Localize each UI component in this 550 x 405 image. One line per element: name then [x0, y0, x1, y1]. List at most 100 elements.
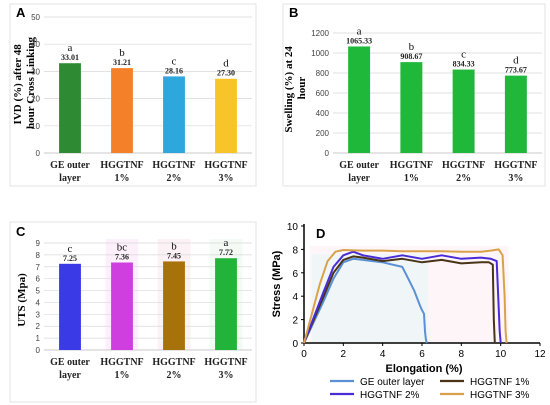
category-label: 2% — [167, 370, 182, 381]
panel-a-bar-chart: A IVD (%) after 48 hour Cross Linking 0 1… — [9, 3, 257, 187]
x-tick-label: 2 — [341, 349, 347, 360]
bar-value-label: 773.67 — [505, 66, 527, 75]
category-label: HGGTNF — [442, 160, 485, 171]
significance-letter: c — [172, 55, 177, 67]
category-label: HGGTNF — [390, 160, 433, 171]
category-label: layer — [348, 173, 370, 184]
y-tick-label: 9 — [36, 239, 41, 248]
panel-c-ylabel: UTS (Mpa) — [16, 273, 28, 327]
category-label: 1% — [115, 173, 130, 184]
panel-b-category-labels: GE outer layer HGGTNF 1% HGGTNF 2% HGGTNF 3% — [339, 160, 537, 184]
bar-value-label: 7.25 — [63, 254, 77, 263]
panel-a-bars: 33.01a 31.21b 28.16c 27.30d — [59, 42, 237, 153]
y-tick-label: 8 — [292, 245, 298, 256]
category-label: HGGTNF — [204, 160, 247, 171]
category-label: HGGTNF — [100, 160, 143, 171]
y-tick-label: 600 — [316, 89, 330, 98]
panel-b-bar-chart: B Swelling (%) at 24 hour 0 200 400 600 800 1… — [282, 3, 546, 187]
region-highlight — [311, 254, 428, 343]
category-label: 3% — [219, 173, 234, 184]
significance-letter: a — [224, 237, 229, 249]
y-tick-label: 8 — [36, 251, 41, 260]
category-label: HGGTNF — [152, 357, 195, 368]
legend-label: HGGTNF 2% — [360, 390, 420, 401]
panel-d-legend: GE outer layer HGGTNF 1% HGGTNF 2% HGGTNF 3… — [330, 377, 530, 401]
bar — [504, 75, 527, 153]
bar — [215, 258, 237, 350]
bar-value-label: 7.36 — [115, 252, 129, 261]
panel-d-letter: D — [316, 226, 325, 241]
y-tick-label: 10 — [287, 222, 299, 233]
significance-letter: a — [357, 25, 362, 37]
bar-value-label: 908.67 — [400, 52, 422, 61]
series-line — [303, 250, 502, 344]
bar-value-label: 28.16 — [165, 66, 183, 75]
y-tick-label: 4 — [292, 292, 298, 303]
y-tick-label: 6 — [36, 275, 41, 284]
panel-c-letter: C — [16, 224, 26, 239]
category-label: GE outer — [339, 160, 379, 171]
bar-value-label: 31.21 — [113, 58, 131, 67]
panel-a-letter: A — [16, 5, 26, 20]
bar — [215, 78, 237, 153]
x-tick-label: 8 — [459, 349, 465, 360]
category-label: 1% — [404, 173, 419, 184]
y-tick-label: 7 — [36, 263, 41, 272]
y-tick-label: 0 — [292, 339, 298, 350]
significance-letter: b — [409, 41, 415, 53]
category-label: layer — [59, 370, 81, 381]
bar — [163, 76, 185, 153]
bar-value-label: 7.45 — [167, 251, 181, 260]
significance-letter: a — [68, 42, 73, 54]
category-label: 1% — [115, 370, 130, 381]
significance-letter: b — [119, 47, 125, 59]
significance-letter: d — [223, 58, 229, 70]
y-tick-label: 3 — [36, 310, 41, 319]
bar — [163, 261, 185, 350]
panel-d-ylabel: Stress (MPa) — [271, 250, 283, 317]
category-label: GE outer — [50, 357, 90, 368]
significance-letter: bc — [117, 241, 128, 253]
panel-d-axes: 0 2 4 6 8 10 0 2 4 6 8 10 12 — [287, 222, 546, 360]
y-tick-label: 0 — [36, 346, 41, 355]
series-line — [303, 255, 496, 344]
y-tick-label: 2 — [36, 322, 41, 331]
bar-value-label: 834.33 — [453, 60, 475, 69]
category-label: 2% — [167, 173, 182, 184]
category-label: HGGTNF — [152, 160, 195, 171]
category-label: HGGTNF — [204, 357, 247, 368]
bar-value-label: 33.01 — [61, 53, 79, 62]
category-label: 3% — [219, 370, 234, 381]
panel-b-bars: 1065.33a 908.67b 834.33c 773.67d — [346, 25, 527, 154]
y-tick-label: 800 — [316, 69, 330, 78]
panel-b-ylabel: Swelling (%) at 24 hour — [283, 43, 308, 132]
panel-d-series-lines — [303, 248, 508, 344]
panel-a-frame — [9, 3, 257, 187]
legend-label: GE outer layer — [360, 377, 425, 388]
bar-value-label: 1065.33 — [346, 36, 372, 45]
y-tick-label: 200 — [316, 129, 330, 138]
x-tick-label: 12 — [534, 349, 546, 360]
y-tick-label: 50 — [31, 13, 40, 22]
panel-b-letter: B — [289, 5, 298, 20]
y-tick-label: 10 — [31, 122, 40, 131]
bar — [111, 68, 133, 153]
series-line — [303, 248, 508, 344]
category-label: HGGTNF — [100, 357, 143, 368]
bar — [400, 62, 423, 154]
y-tick-label: 6 — [292, 269, 298, 280]
bar — [59, 63, 81, 153]
category-label: 3% — [508, 173, 523, 184]
bar — [348, 46, 371, 154]
y-tick-label: 1200 — [311, 29, 329, 38]
x-tick-label: 6 — [419, 349, 425, 360]
panel-a-ylabel: IVD (%) after 48 hour Cross Linking — [12, 37, 37, 129]
panel-a-ylabel-line-2: hour Cross Linking — [25, 37, 37, 129]
panel-c-y-ticks: 0 1 2 3 4 5 6 7 8 9 — [36, 239, 41, 355]
panel-d-line-chart: D Stress (MPa) Elongation (%) 0 2 4 6 8 10 0 2 4… — [271, 222, 546, 401]
panel-c-category-labels: GE outer layer HGGTNF 1% HGGTNF 2% HGGTNF 3% — [50, 357, 248, 381]
legend-label: HGGTNF 1% — [470, 377, 530, 388]
bar-value-label: 27.30 — [217, 69, 235, 78]
